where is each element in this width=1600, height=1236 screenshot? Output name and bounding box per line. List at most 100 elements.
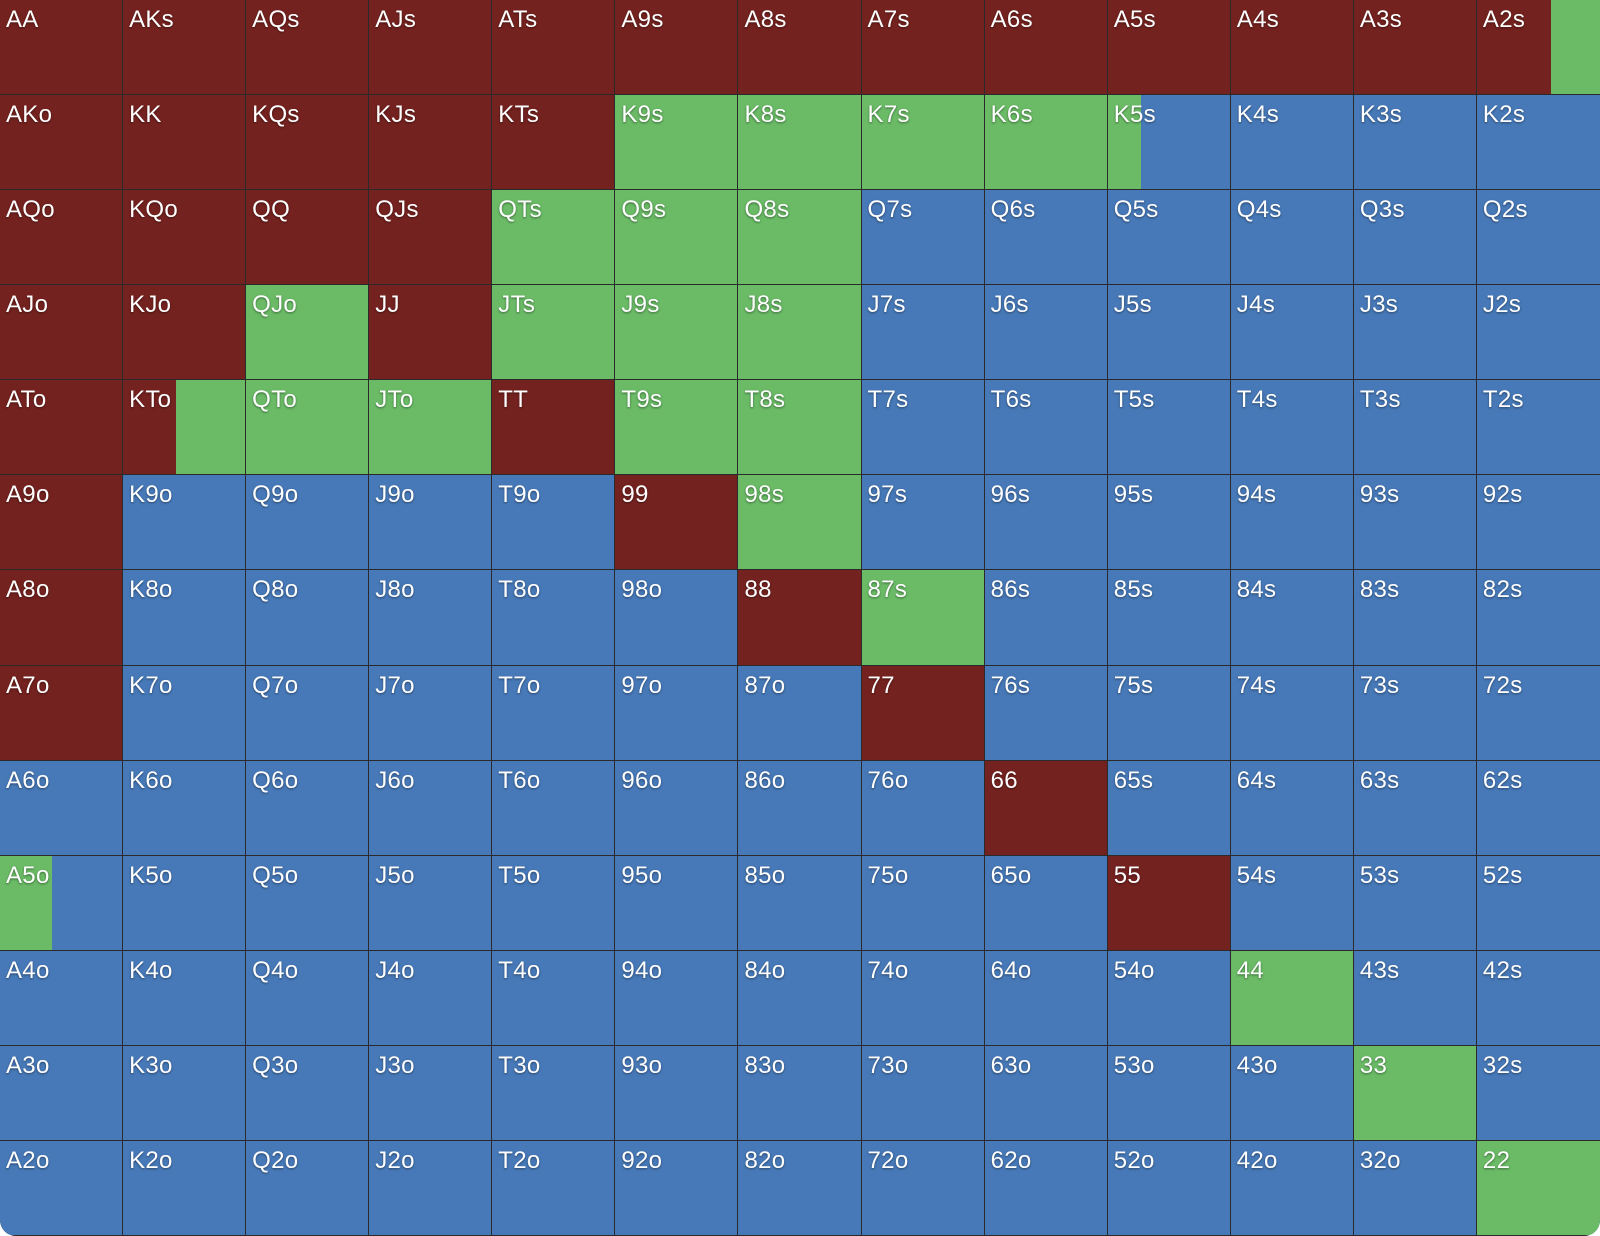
hand-cell-q8o[interactable]: Q8o (246, 570, 370, 666)
hand-cell-j8s[interactable]: J8s (738, 285, 862, 381)
hand-cell-87s[interactable]: 87s (861, 570, 985, 666)
hand-cell-98o[interactable]: 98o (615, 570, 739, 666)
hand-cell-43o[interactable]: 43o (1230, 1045, 1354, 1141)
hand-cell-22[interactable]: 22 (1476, 1140, 1600, 1236)
hand-cell-32o[interactable]: 32o (1353, 1140, 1477, 1236)
hand-cell-j4o[interactable]: J4o (369, 950, 493, 1046)
hand-cell-k2s[interactable]: K2s (1476, 95, 1600, 191)
hand-cell-84s[interactable]: 84s (1230, 570, 1354, 666)
hand-cell-tt[interactable]: TT (492, 380, 616, 476)
hand-cell-k8s[interactable]: K8s (738, 95, 862, 191)
hand-cell-73o[interactable]: 73o (861, 1045, 985, 1141)
hand-cell-65s[interactable]: 65s (1107, 760, 1231, 856)
hand-cell-kjs[interactable]: KJs (369, 95, 493, 191)
hand-cell-j2s[interactable]: J2s (1476, 285, 1600, 381)
hand-cell-42s[interactable]: 42s (1476, 950, 1600, 1046)
hand-cell-64o[interactable]: 64o (984, 950, 1108, 1046)
hand-cell-77[interactable]: 77 (861, 665, 985, 761)
hand-cell-a4o[interactable]: A4o (0, 950, 124, 1046)
hand-cell-q4s[interactable]: Q4s (1230, 190, 1354, 286)
hand-cell-53o[interactable]: 53o (1107, 1045, 1231, 1141)
hand-cell-94s[interactable]: 94s (1230, 475, 1354, 571)
hand-cell-33[interactable]: 33 (1353, 1045, 1477, 1141)
hand-cell-a9o[interactable]: A9o (0, 475, 124, 571)
hand-cell-q5s[interactable]: Q5s (1107, 190, 1231, 286)
hand-cell-kjo[interactable]: KJo (123, 285, 247, 381)
hand-cell-63s[interactable]: 63s (1353, 760, 1477, 856)
hand-cell-72o[interactable]: 72o (861, 1140, 985, 1236)
hand-cell-66[interactable]: 66 (984, 760, 1108, 856)
hand-cell-92o[interactable]: 92o (615, 1140, 739, 1236)
hand-cell-97s[interactable]: 97s (861, 475, 985, 571)
hand-cell-93o[interactable]: 93o (615, 1045, 739, 1141)
hand-cell-q5o[interactable]: Q5o (246, 855, 370, 951)
hand-cell-k9s[interactable]: K9s (615, 95, 739, 191)
hand-cell-j9o[interactable]: J9o (369, 475, 493, 571)
hand-cell-95s[interactable]: 95s (1107, 475, 1231, 571)
hand-cell-t9s[interactable]: T9s (615, 380, 739, 476)
hand-cell-65o[interactable]: 65o (984, 855, 1108, 951)
hand-cell-76o[interactable]: 76o (861, 760, 985, 856)
hand-cell-55[interactable]: 55 (1107, 855, 1231, 951)
hand-cell-94o[interactable]: 94o (615, 950, 739, 1046)
hand-cell-a2s[interactable]: A2s (1476, 0, 1600, 96)
hand-cell-a7o[interactable]: A7o (0, 665, 124, 761)
hand-cell-86o[interactable]: 86o (738, 760, 862, 856)
hand-cell-86s[interactable]: 86s (984, 570, 1108, 666)
hand-cell-93s[interactable]: 93s (1353, 475, 1477, 571)
hand-cell-t8o[interactable]: T8o (492, 570, 616, 666)
hand-cell-52o[interactable]: 52o (1107, 1140, 1231, 1236)
hand-cell-92s[interactable]: 92s (1476, 475, 1600, 571)
hand-cell-74s[interactable]: 74s (1230, 665, 1354, 761)
hand-cell-k6s[interactable]: K6s (984, 95, 1108, 191)
hand-cell-k9o[interactable]: K9o (123, 475, 247, 571)
hand-cell-t9o[interactable]: T9o (492, 475, 616, 571)
hand-cell-a8o[interactable]: A8o (0, 570, 124, 666)
hand-cell-62s[interactable]: 62s (1476, 760, 1600, 856)
hand-cell-44[interactable]: 44 (1230, 950, 1354, 1046)
hand-cell-t5s[interactable]: T5s (1107, 380, 1231, 476)
hand-cell-j6o[interactable]: J6o (369, 760, 493, 856)
hand-cell-q2o[interactable]: Q2o (246, 1140, 370, 1236)
hand-cell-k8o[interactable]: K8o (123, 570, 247, 666)
hand-cell-63o[interactable]: 63o (984, 1045, 1108, 1141)
hand-cell-62o[interactable]: 62o (984, 1140, 1108, 1236)
hand-cell-a3o[interactable]: A3o (0, 1045, 124, 1141)
hand-cell-t4o[interactable]: T4o (492, 950, 616, 1046)
hand-cell-98s[interactable]: 98s (738, 475, 862, 571)
hand-cell-a5s[interactable]: A5s (1107, 0, 1231, 96)
hand-cell-t7s[interactable]: T7s (861, 380, 985, 476)
hand-cell-kqo[interactable]: KQo (123, 190, 247, 286)
hand-cell-t2s[interactable]: T2s (1476, 380, 1600, 476)
hand-cell-k5s[interactable]: K5s (1107, 95, 1231, 191)
hand-cell-96o[interactable]: 96o (615, 760, 739, 856)
hand-cell-k2o[interactable]: K2o (123, 1140, 247, 1236)
hand-cell-t6o[interactable]: T6o (492, 760, 616, 856)
hand-cell-42o[interactable]: 42o (1230, 1140, 1354, 1236)
hand-cell-75s[interactable]: 75s (1107, 665, 1231, 761)
hand-cell-aqs[interactable]: AQs (246, 0, 370, 96)
hand-cell-54o[interactable]: 54o (1107, 950, 1231, 1046)
hand-cell-t4s[interactable]: T4s (1230, 380, 1354, 476)
hand-cell-95o[interactable]: 95o (615, 855, 739, 951)
hand-cell-a6o[interactable]: A6o (0, 760, 124, 856)
hand-cell-97o[interactable]: 97o (615, 665, 739, 761)
hand-cell-53s[interactable]: 53s (1353, 855, 1477, 951)
hand-cell-a4s[interactable]: A4s (1230, 0, 1354, 96)
hand-cell-t7o[interactable]: T7o (492, 665, 616, 761)
hand-cell-aks[interactable]: AKs (123, 0, 247, 96)
hand-cell-83o[interactable]: 83o (738, 1045, 862, 1141)
hand-cell-43s[interactable]: 43s (1353, 950, 1477, 1046)
hand-cell-qjs[interactable]: QJs (369, 190, 493, 286)
hand-cell-a3s[interactable]: A3s (1353, 0, 1477, 96)
hand-cell-82o[interactable]: 82o (738, 1140, 862, 1236)
hand-cell-75o[interactable]: 75o (861, 855, 985, 951)
hand-cell-54s[interactable]: 54s (1230, 855, 1354, 951)
hand-cell-ats[interactable]: ATs (492, 0, 616, 96)
hand-cell-82s[interactable]: 82s (1476, 570, 1600, 666)
hand-cell-k7s[interactable]: K7s (861, 95, 985, 191)
hand-cell-t3o[interactable]: T3o (492, 1045, 616, 1141)
hand-cell-j2o[interactable]: J2o (369, 1140, 493, 1236)
hand-cell-q7s[interactable]: Q7s (861, 190, 985, 286)
hand-cell-qjo[interactable]: QJo (246, 285, 370, 381)
